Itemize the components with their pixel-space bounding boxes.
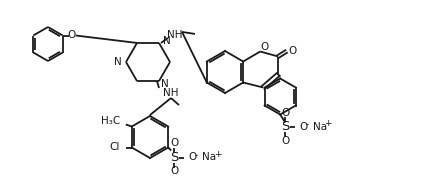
Text: O: O: [281, 136, 289, 146]
Text: O: O: [299, 122, 307, 132]
Text: Na: Na: [202, 152, 216, 162]
Text: O: O: [288, 46, 297, 56]
Text: Cl: Cl: [109, 142, 120, 152]
Text: O: O: [281, 108, 289, 118]
Text: N: N: [161, 79, 169, 89]
Text: -: -: [305, 120, 308, 129]
Text: NH: NH: [163, 88, 178, 98]
Text: S: S: [170, 151, 178, 164]
Text: O: O: [260, 41, 268, 51]
Text: H₃C: H₃C: [100, 117, 120, 127]
Text: +: +: [214, 150, 222, 159]
Text: Na: Na: [313, 122, 327, 132]
Text: O: O: [68, 31, 76, 41]
Text: O: O: [170, 138, 178, 148]
Text: O: O: [188, 152, 196, 162]
Text: N: N: [163, 36, 171, 46]
Text: O: O: [170, 166, 178, 176]
Text: NH: NH: [167, 30, 183, 40]
Text: S: S: [281, 120, 289, 133]
Text: -: -: [194, 151, 198, 160]
Text: N: N: [114, 57, 122, 67]
Text: +: +: [324, 119, 332, 128]
